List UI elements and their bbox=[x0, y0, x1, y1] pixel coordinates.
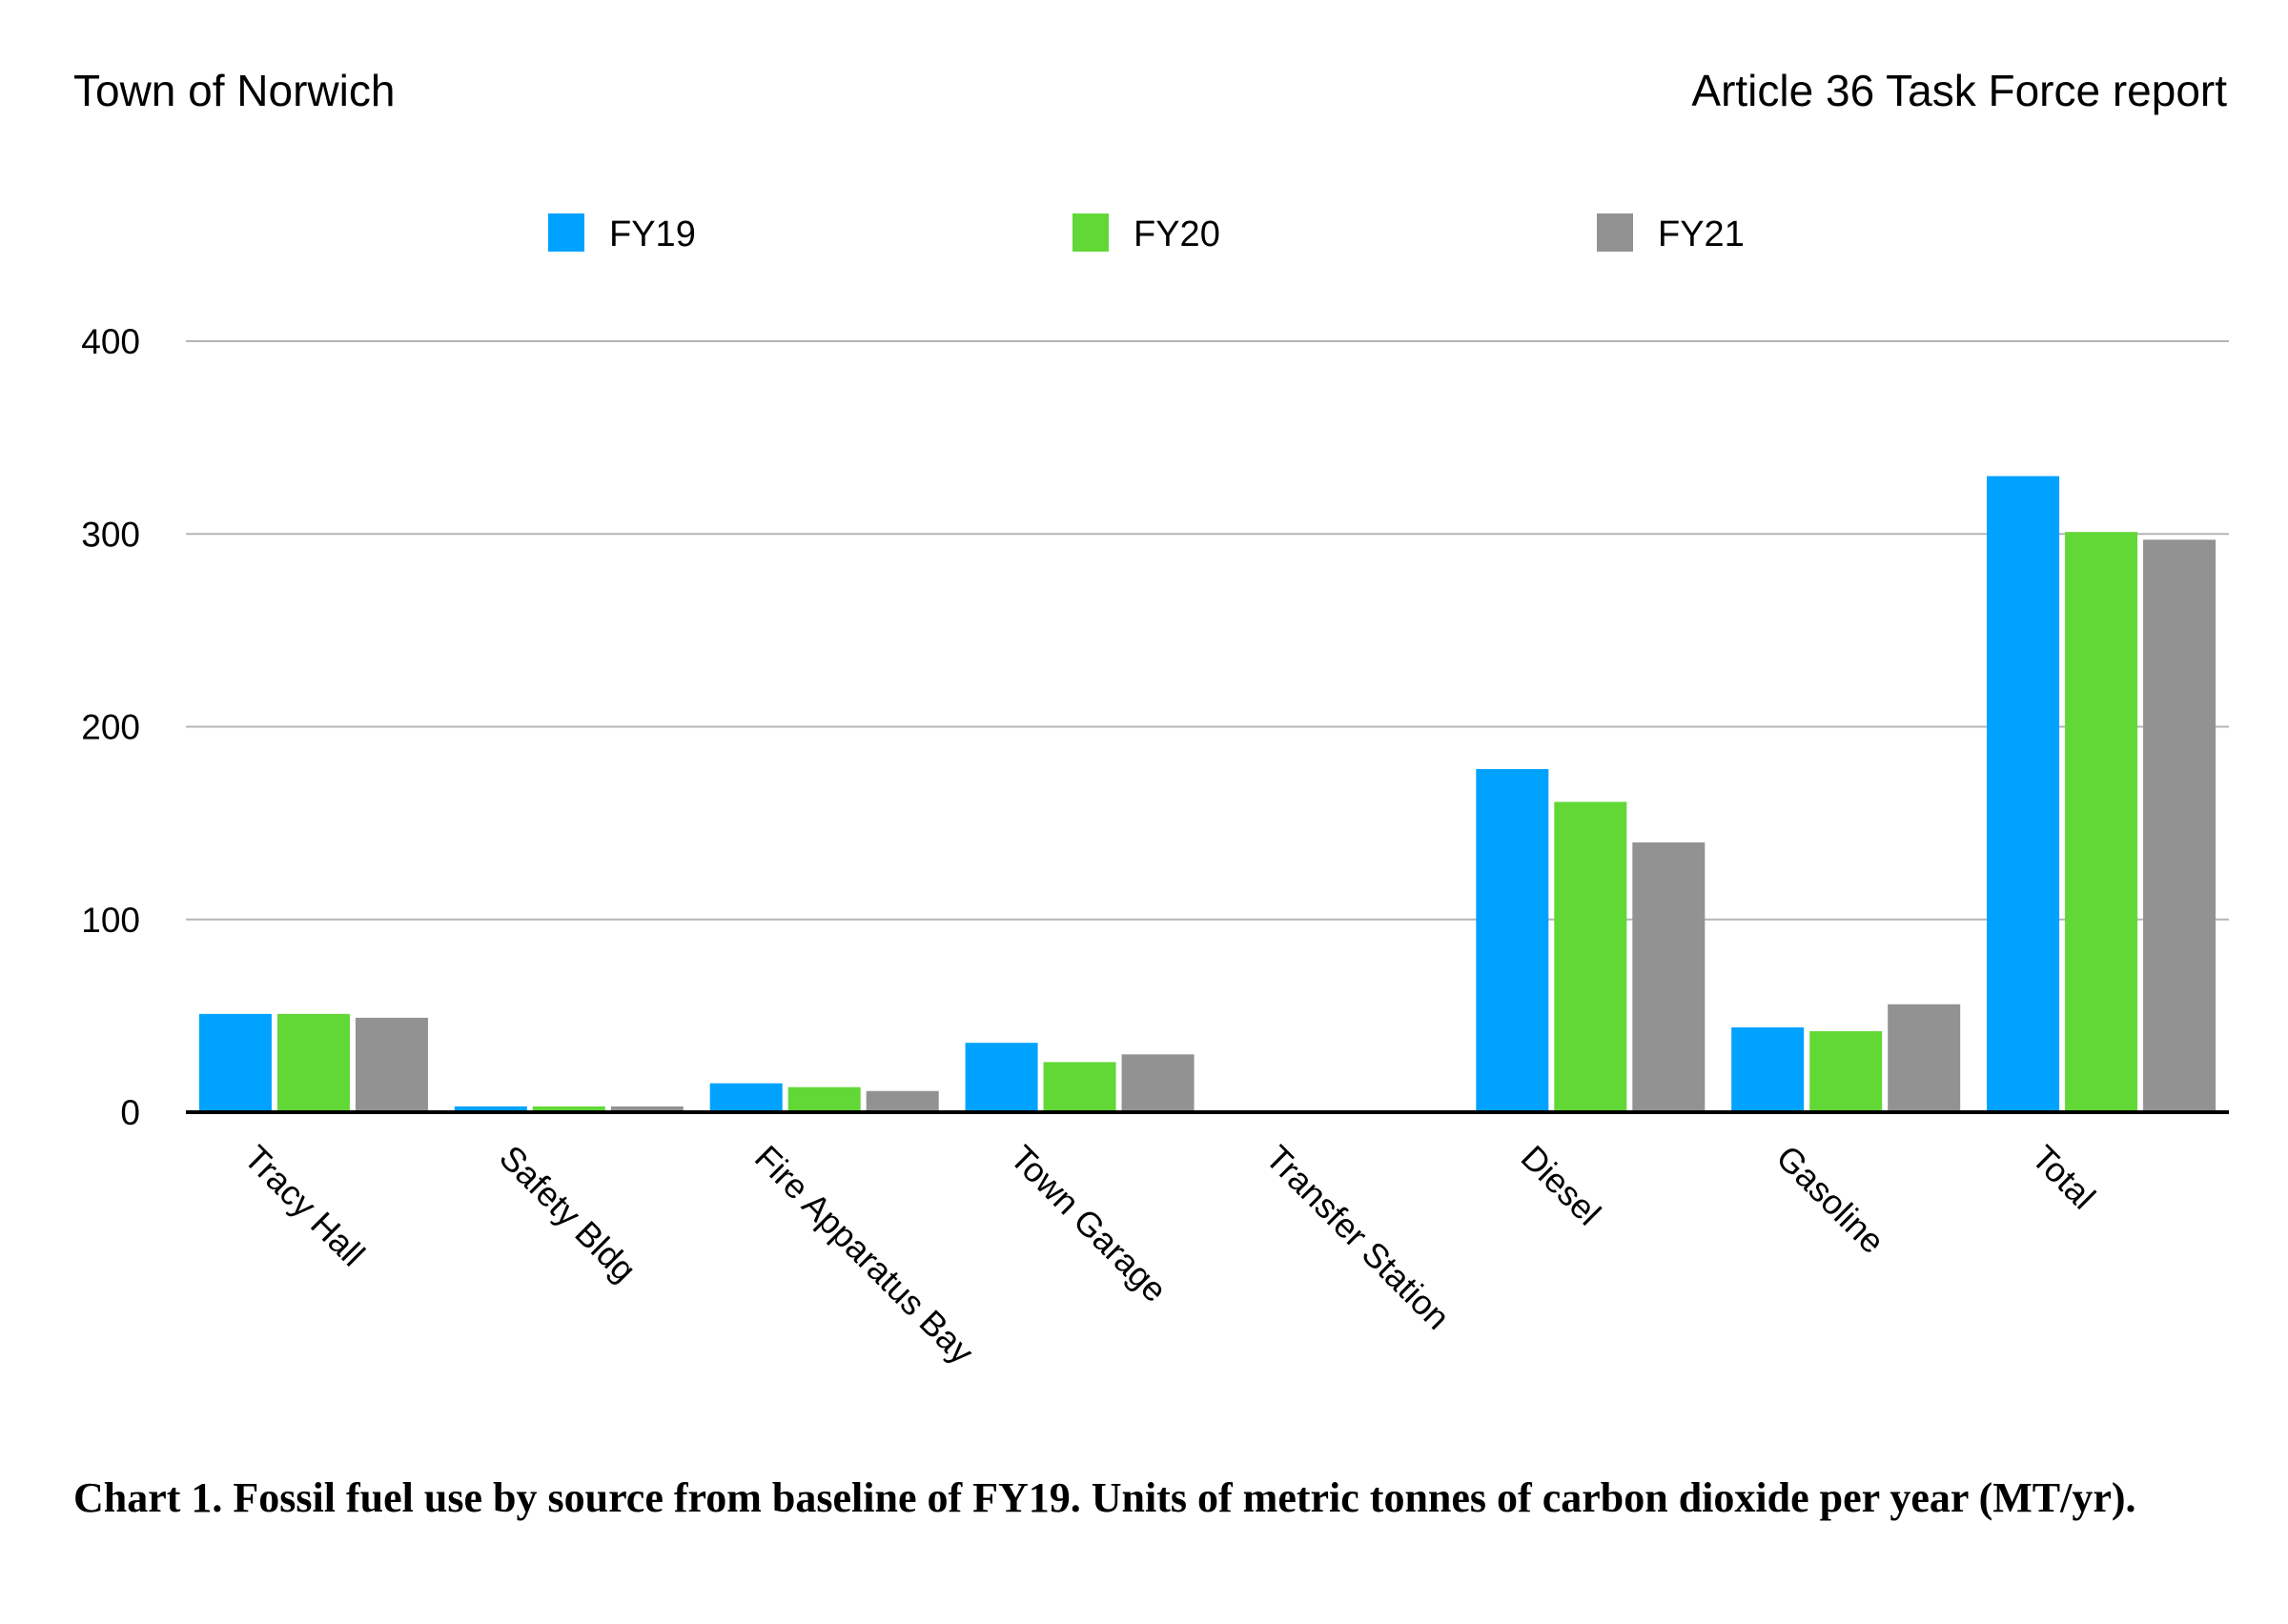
header-left-title: Town of Norwich bbox=[73, 66, 396, 115]
bar bbox=[454, 1106, 527, 1112]
legend-swatch bbox=[1072, 213, 1109, 252]
bar bbox=[198, 1013, 272, 1112]
bar bbox=[610, 1106, 684, 1112]
bar bbox=[1731, 1027, 1805, 1112]
bar bbox=[965, 1043, 1038, 1112]
bar bbox=[1888, 1004, 1961, 1112]
bar bbox=[1554, 802, 1627, 1112]
bar bbox=[787, 1086, 861, 1112]
y-tick-label: 300 bbox=[81, 515, 140, 554]
x-tick-label: Diesel bbox=[1514, 1138, 1609, 1233]
bar bbox=[2065, 532, 2138, 1112]
x-tick-label: Town Garage bbox=[1003, 1138, 1175, 1309]
legend-label: FY21 bbox=[1658, 214, 1745, 254]
legend-swatch bbox=[548, 213, 584, 252]
y-tick-label: 200 bbox=[81, 708, 140, 747]
x-tick-label: Total bbox=[2024, 1138, 2103, 1217]
x-tick-label: Gasoline bbox=[1769, 1138, 1892, 1261]
bar bbox=[866, 1090, 939, 1112]
bar bbox=[1043, 1062, 1116, 1112]
x-tick-label: Tracy Hall bbox=[236, 1138, 373, 1274]
chart-caption: Chart 1. Fossil fuel use by source from … bbox=[73, 1474, 2136, 1521]
header-right-title: Article 36 Task Force report bbox=[1691, 66, 2227, 115]
x-tick-label: Transfer Station bbox=[1258, 1138, 1458, 1337]
y-tick-label: 100 bbox=[81, 901, 140, 940]
bar bbox=[1809, 1031, 1883, 1112]
y-tick-label: 400 bbox=[81, 322, 140, 361]
bar bbox=[709, 1083, 783, 1112]
x-tick-label: Fire Apparatus Bay bbox=[747, 1138, 981, 1371]
legend-label: FY20 bbox=[1134, 214, 1220, 254]
bar bbox=[1987, 476, 2060, 1112]
legend-swatch bbox=[1597, 213, 1633, 252]
legend-label: FY19 bbox=[609, 214, 696, 254]
bar bbox=[2143, 539, 2216, 1112]
y-tick-label: 0 bbox=[120, 1093, 140, 1132]
bar bbox=[1632, 842, 1706, 1112]
bar bbox=[1121, 1054, 1195, 1112]
bar bbox=[532, 1106, 605, 1112]
bar bbox=[276, 1013, 350, 1112]
bar bbox=[1476, 768, 1549, 1112]
x-tick-label: Safety Bldg bbox=[492, 1138, 644, 1289]
bar bbox=[355, 1017, 428, 1112]
